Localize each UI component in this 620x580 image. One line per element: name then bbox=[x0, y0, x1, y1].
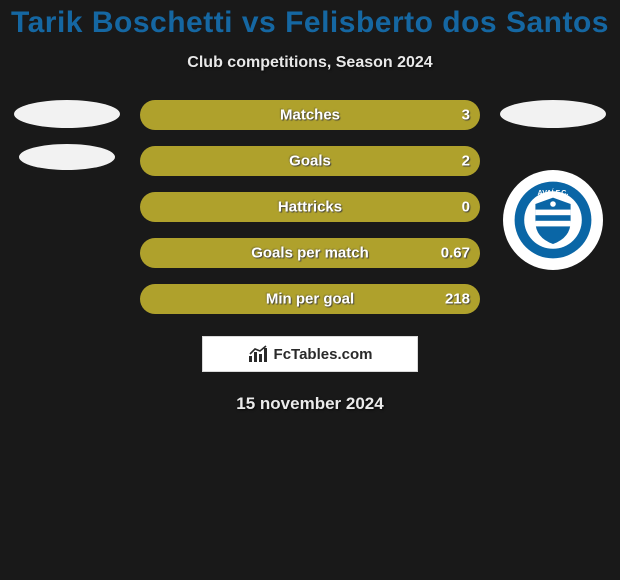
chart-icon bbox=[248, 345, 268, 363]
avai-badge-icon: AVAÍ F.C. bbox=[513, 180, 593, 260]
player1-club-placeholder bbox=[19, 144, 115, 170]
stat-value-right: 0 bbox=[462, 199, 470, 216]
stats-list: Matches 3 Goals 2 Hattricks 0 Goals per match 0… bbox=[140, 100, 480, 314]
stat-label: Hattricks bbox=[278, 199, 342, 216]
stat-label: Goals per match bbox=[251, 245, 369, 262]
stat-value-right: 218 bbox=[445, 291, 470, 308]
attribution-badge: FcTables.com bbox=[202, 336, 418, 372]
stat-value-right: 2 bbox=[462, 153, 470, 170]
stat-row: Hattricks 0 bbox=[140, 192, 480, 222]
player1-avatar-placeholder bbox=[14, 100, 120, 128]
svg-text:AVAÍ F.C.: AVAÍ F.C. bbox=[538, 188, 569, 197]
player2-avatar-placeholder bbox=[500, 100, 606, 128]
attribution-text: FcTables.com bbox=[274, 346, 373, 363]
title: Tarik Boschetti vs Felisberto dos Santos bbox=[0, 6, 620, 40]
stat-value-right: 3 bbox=[462, 107, 470, 124]
date-text: 15 november 2024 bbox=[0, 394, 620, 414]
player1-name: Tarik Boschetti bbox=[11, 6, 233, 39]
stat-row: Matches 3 bbox=[140, 100, 480, 130]
player2-name: Felisberto dos Santos bbox=[285, 6, 609, 39]
comparison-card: Tarik Boschetti vs Felisberto dos Santos… bbox=[0, 0, 620, 414]
stat-label: Goals bbox=[289, 153, 331, 170]
left-player-column bbox=[2, 100, 132, 170]
stat-row: Goals 2 bbox=[140, 146, 480, 176]
stat-row: Goals per match 0.67 bbox=[140, 238, 480, 268]
stat-row: Min per goal 218 bbox=[140, 284, 480, 314]
vs-text: vs bbox=[242, 6, 276, 39]
subtitle: Club competitions, Season 2024 bbox=[0, 54, 620, 72]
right-player-column: AVAÍ F.C. bbox=[488, 100, 618, 270]
stat-label: Matches bbox=[280, 107, 340, 124]
stat-label: Min per goal bbox=[266, 291, 354, 308]
player2-club-badge: AVAÍ F.C. bbox=[503, 170, 603, 270]
content-area: AVAÍ F.C. Matches 3 Goals 2 Hattricks 0 Goals … bbox=[0, 100, 620, 314]
stat-value-right: 0.67 bbox=[441, 245, 470, 262]
